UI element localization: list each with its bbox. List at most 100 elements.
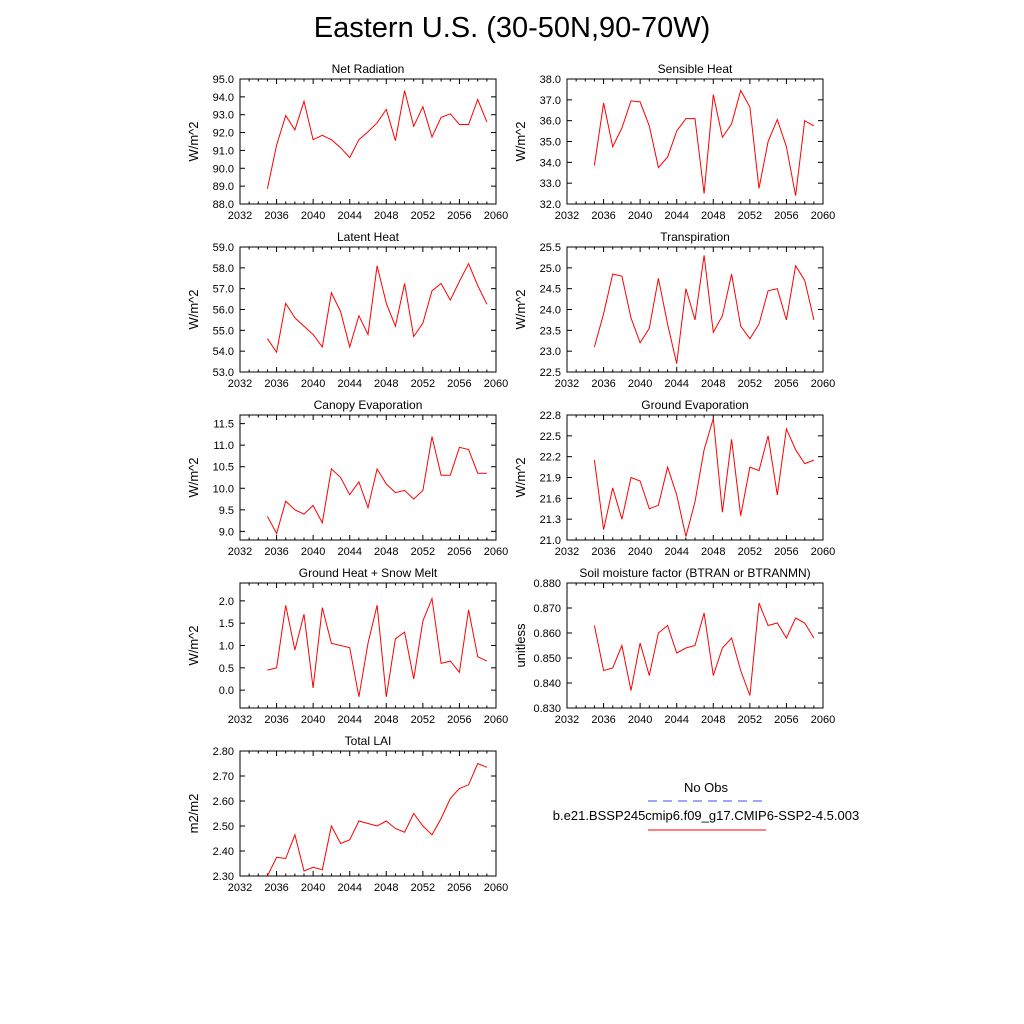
x-tick-label: 2052 <box>738 546 762 558</box>
y-tick-label: 35.0 <box>540 137 561 149</box>
y-tick-label: 11.5 <box>213 419 234 431</box>
y-tick-label: 22.2 <box>540 452 561 464</box>
panel-title: Ground Evaporation <box>641 398 748 412</box>
y-tick-label: 33.0 <box>540 178 561 190</box>
x-tick-label: 2048 <box>374 378 398 390</box>
y-axis-label: W/m^2 <box>513 121 528 161</box>
y-tick-label: 95.0 <box>213 74 234 86</box>
y-tick-label: 36.0 <box>540 116 561 128</box>
x-tick-label: 2060 <box>484 210 508 222</box>
y-tick-label: 88.0 <box>213 199 234 211</box>
x-tick-label: 2056 <box>774 378 798 390</box>
y-tick-label: 37.0 <box>540 95 561 107</box>
y-tick-label: 56.0 <box>213 305 234 317</box>
y-axis-label: W/m^2 <box>513 289 528 329</box>
y-tick-label: 58.0 <box>213 263 234 275</box>
y-tick-label: 2.30 <box>213 871 234 883</box>
x-tick-label: 2036 <box>264 378 288 390</box>
x-tick-label: 2040 <box>301 378 325 390</box>
x-tick-label: 2052 <box>411 546 435 558</box>
x-tick-label: 2040 <box>301 882 325 894</box>
series-line <box>266 436 487 535</box>
y-tick-label: 23.0 <box>540 346 561 358</box>
x-tick-label: 2052 <box>738 714 762 726</box>
x-tick-label: 2044 <box>337 210 361 222</box>
y-tick-label: 93.0 <box>213 110 234 122</box>
x-tick-label: 2052 <box>411 210 435 222</box>
y-tick-label: 22.5 <box>540 431 561 443</box>
x-tick-label: 2032 <box>555 546 579 558</box>
x-tick-label: 2036 <box>591 546 615 558</box>
panel-title: Total LAI <box>345 734 392 748</box>
y-axis-label: W/m^2 <box>513 457 528 497</box>
y-tick-label: 2.40 <box>213 846 234 858</box>
y-tick-label: 54.0 <box>213 346 234 358</box>
x-tick-label: 2060 <box>811 546 835 558</box>
x-tick-label: 2060 <box>484 546 508 558</box>
y-tick-label: 59.0 <box>213 242 234 254</box>
series-line <box>593 418 815 537</box>
y-axis-label: W/m^2 <box>186 457 201 497</box>
y-tick-label: 21.0 <box>540 535 561 547</box>
y-tick-label: 0.860 <box>533 628 561 640</box>
x-tick-label: 2044 <box>337 714 361 726</box>
series-line <box>266 762 488 877</box>
y-tick-label: 22.5 <box>540 367 561 379</box>
y-tick-label: 34.0 <box>540 157 561 169</box>
panel-title: Latent Heat <box>337 230 400 244</box>
y-tick-label: 9.5 <box>219 505 234 517</box>
x-tick-label: 2040 <box>301 546 325 558</box>
y-axis-label: unitless <box>513 623 528 668</box>
series-line <box>593 602 815 696</box>
x-tick-label: 2032 <box>228 210 252 222</box>
y-tick-label: 0.850 <box>533 653 561 665</box>
legend-obs-label: No Obs <box>684 780 729 795</box>
x-tick-label: 2040 <box>301 714 325 726</box>
x-tick-label: 2056 <box>774 210 798 222</box>
x-tick-label: 2044 <box>337 546 361 558</box>
x-tick-label: 2048 <box>701 714 725 726</box>
panel-title: Sensible Heat <box>658 62 733 76</box>
y-tick-label: 2.80 <box>213 746 234 758</box>
x-tick-label: 2036 <box>591 714 615 726</box>
y-tick-label: 89.0 <box>213 181 234 193</box>
y-tick-label: 57.0 <box>213 284 234 296</box>
y-tick-label: 11.0 <box>213 440 234 452</box>
x-tick-label: 2060 <box>811 210 835 222</box>
y-tick-label: 91.0 <box>213 145 234 157</box>
x-tick-label: 2044 <box>337 882 361 894</box>
y-tick-label: 21.9 <box>540 473 561 485</box>
x-tick-label: 2052 <box>411 378 435 390</box>
y-axis-label: m2/m2 <box>186 794 201 834</box>
y-tick-label: 25.0 <box>540 263 561 275</box>
y-tick-label: 90.0 <box>213 163 234 175</box>
y-tick-label: 24.5 <box>540 284 561 296</box>
x-tick-label: 2056 <box>447 210 471 222</box>
x-tick-label: 2040 <box>628 210 652 222</box>
x-tick-label: 2048 <box>374 882 398 894</box>
y-tick-label: 2.0 <box>219 596 234 608</box>
x-tick-label: 2052 <box>411 882 435 894</box>
x-tick-label: 2048 <box>701 210 725 222</box>
series-line <box>266 90 488 189</box>
y-tick-label: 2.60 <box>213 796 234 808</box>
x-tick-label: 2032 <box>555 378 579 390</box>
series-line <box>266 262 488 354</box>
y-tick-label: 0.840 <box>533 678 561 690</box>
x-tick-label: 2032 <box>228 546 252 558</box>
y-tick-label: 0.830 <box>533 703 561 715</box>
y-tick-label: 0.880 <box>533 578 561 590</box>
y-tick-label: 2.70 <box>213 771 234 783</box>
panel-title: Transpiration <box>660 230 730 244</box>
x-tick-label: 2048 <box>374 210 398 222</box>
x-tick-label: 2060 <box>484 882 508 894</box>
x-tick-label: 2056 <box>447 882 471 894</box>
x-tick-label: 2044 <box>664 378 688 390</box>
series-line <box>593 89 815 196</box>
y-tick-label: 0.870 <box>533 603 561 615</box>
legend-model-label: b.e21.BSSP245cmip6.f09_g17.CMIP6-SSP2-4.… <box>553 808 859 823</box>
x-tick-label: 2036 <box>264 210 288 222</box>
y-tick-label: 10.0 <box>213 483 234 495</box>
plot-frame <box>566 246 824 373</box>
